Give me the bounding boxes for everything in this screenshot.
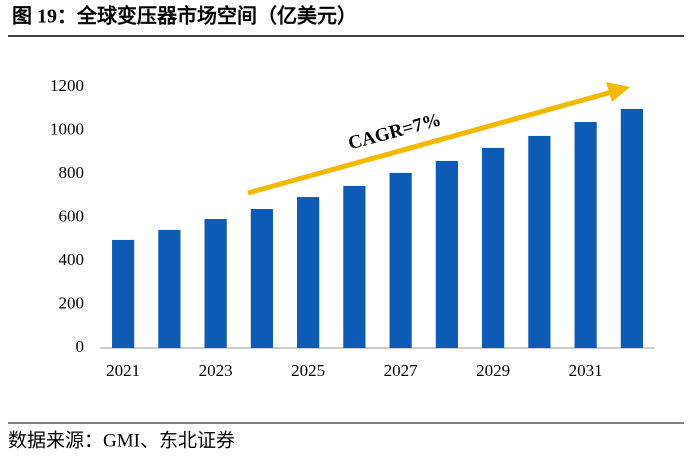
bar [204,219,227,348]
bar [528,135,551,348]
x-tick-label: 2027 [384,361,419,380]
bar [297,197,320,348]
bar [435,160,458,348]
bar [250,209,273,348]
y-tick-label: 1000 [50,119,84,138]
bar [574,122,597,348]
cagr-annotation: CAGR=7% [346,109,443,154]
y-tick-label: 0 [76,337,85,356]
bar [158,229,181,348]
x-tick-label: 2025 [291,361,325,380]
bar [112,239,135,348]
y-tick-label: 800 [59,163,85,182]
x-tick-label: 2021 [106,361,140,380]
bar [482,147,505,348]
bar [343,185,366,348]
trend-arrow [247,82,630,196]
bar [620,108,643,348]
x-tick-label: 2031 [569,361,603,380]
y-tick-label: 600 [59,206,85,225]
source-note: 数据来源：GMI、东北证券 [8,429,235,451]
x-tick-label: 2029 [476,361,510,380]
y-tick-label: 400 [59,250,85,269]
arrow-head [606,82,630,102]
x-tick-label: 2023 [199,361,233,380]
arrow-shaft [247,89,613,196]
chart-title: 图 19：全球变压器市场空间（亿美元） [12,4,357,28]
y-tick-label: 200 [59,293,85,312]
y-tick-label: 1200 [50,76,84,95]
bar [389,172,412,348]
